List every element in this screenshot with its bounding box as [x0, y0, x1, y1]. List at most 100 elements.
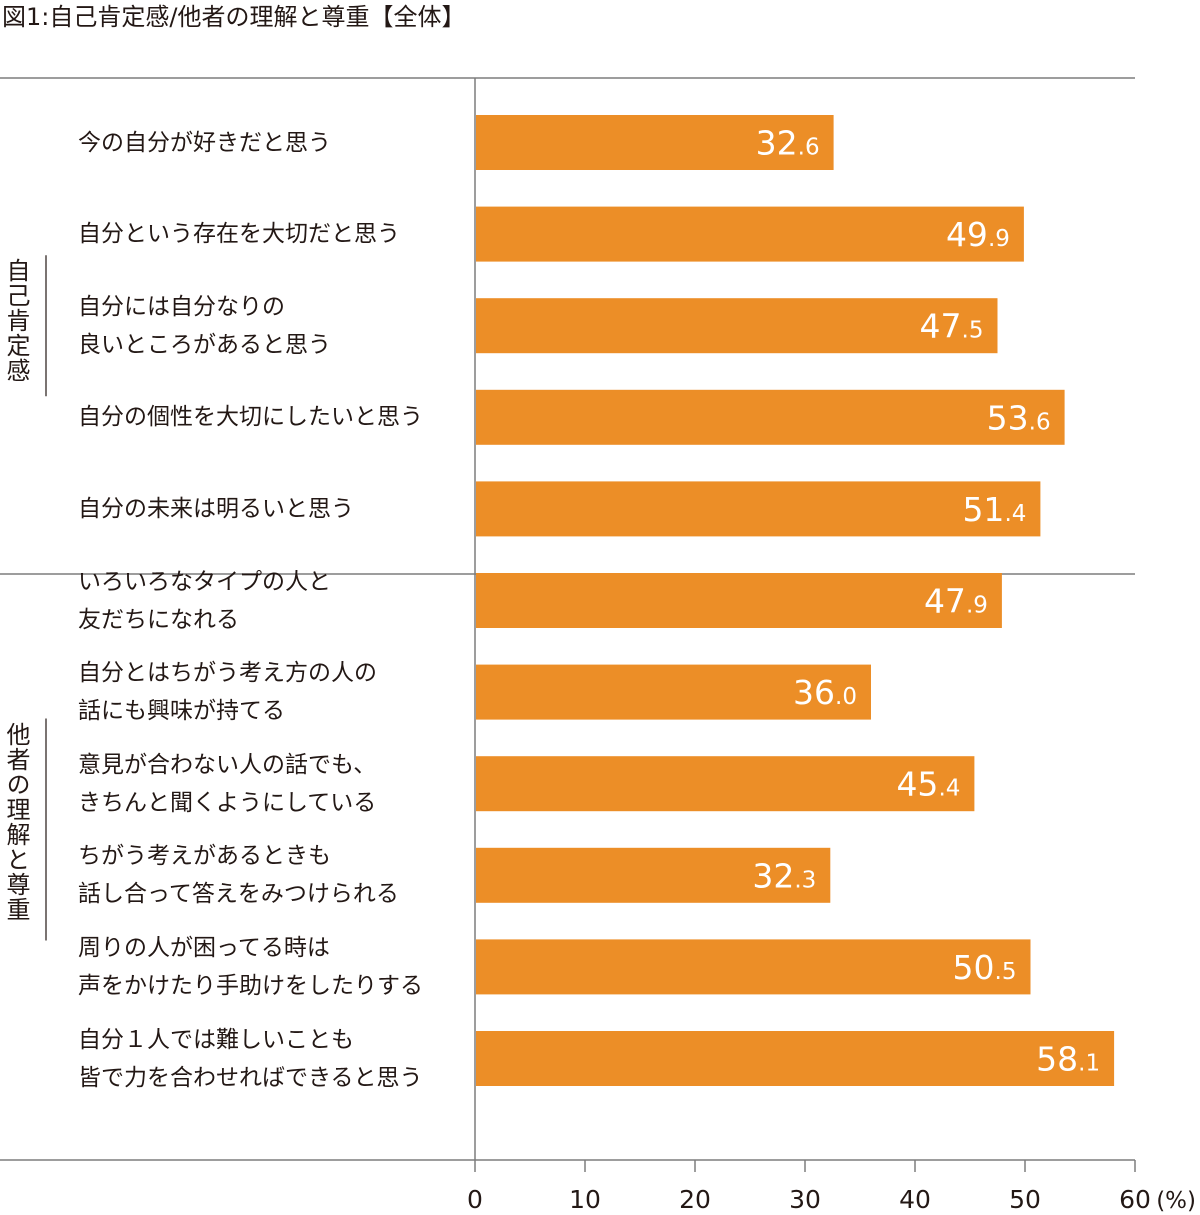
- bar-value-label: 58.1: [1036, 1040, 1100, 1079]
- bar-value-integer: 47: [920, 307, 962, 346]
- bars: 32.649.947.553.651.447.936.045.432.350.5…: [476, 115, 1115, 1086]
- bar: [476, 847, 831, 903]
- x-tick-label: 10: [569, 1185, 601, 1214]
- category-label-text: いろいろなタイプの人と 友だちになれる: [78, 563, 473, 639]
- category-label: 自分という存在を大切だと思う: [78, 215, 473, 253]
- bar-value-integer: 47: [924, 582, 966, 621]
- bar-value-label: 47.9: [924, 582, 988, 621]
- bar-value-decimal: .0: [835, 684, 857, 710]
- category-label: 今の自分が好きだと思う: [78, 124, 473, 162]
- group-label-text: 他者の理解と尊重: [2, 721, 30, 922]
- category-label-text: ちがう考えがあるときも話し合って答えをみつけられる: [78, 837, 473, 913]
- bar: [476, 1031, 1115, 1086]
- bar: [476, 115, 834, 170]
- bar-value-label: 49.9: [946, 215, 1010, 254]
- chart-title: 図1:自己肯定感/他者の理解と尊重【全体】: [2, 3, 466, 31]
- category-label-line: 自分の個性を大切にしたいと思う: [78, 404, 423, 431]
- bar: [476, 573, 1002, 628]
- category-label-line: 今の自分が好きだと思う: [78, 129, 331, 156]
- bar-value-decimal: .4: [1004, 501, 1026, 527]
- category-labels: 今の自分が好きだと思う自分という存在を大切だと思う自分には自分なりの良いところが…: [2, 124, 473, 1097]
- category-label-line: 自分１人では難しいことも: [78, 1026, 354, 1053]
- bar-value-integer: 51: [962, 490, 1004, 529]
- x-tick-label: 50: [1009, 1185, 1041, 1214]
- bar: [476, 481, 1041, 537]
- x-tick-label: 30: [789, 1185, 821, 1214]
- category-label: 意見が合わない人の話でも、きちんと聞くようにしている: [78, 746, 473, 822]
- bar-value-decimal: .4: [938, 776, 960, 802]
- bar-value-integer: 36: [793, 673, 835, 712]
- group-label: 他者の理解と尊重: [2, 721, 30, 922]
- bar-value-decimal: .6: [798, 135, 820, 161]
- bar: [476, 298, 998, 354]
- category-label-line: 声をかけたり手助けをしたりする: [78, 972, 423, 999]
- category-label: 自分の未来は明るいと思う: [78, 490, 473, 528]
- category-label: 自分の個性を大切にしたいと思う: [78, 398, 473, 436]
- bar-value-integer: 32: [752, 856, 794, 895]
- bar-value-integer: 32: [756, 124, 798, 163]
- category-label-line: 自分の未来は明るいと思う: [78, 495, 354, 522]
- bar-value-label: 51.4: [962, 490, 1026, 529]
- bar: [476, 389, 1065, 445]
- x-tick-label: 60: [1119, 1185, 1151, 1214]
- category-label-text: 自分１人では難しいことも皆で力を合わせればできると思う: [78, 1021, 473, 1097]
- category-label-text: 自分の個性を大切にしたいと思う: [78, 398, 473, 436]
- bar-value-decimal: .3: [794, 867, 816, 893]
- category-label-line: 話し合って答えをみつけられる: [78, 881, 399, 908]
- category-label-line: ちがう考えがあるときも: [78, 843, 331, 870]
- x-tick-label: 40: [899, 1185, 931, 1214]
- bar: [476, 664, 871, 720]
- category-label-text: 意見が合わない人の話でも、 きちんと聞くようにしている: [78, 746, 473, 822]
- category-label-line: 皆で力を合わせればできると思う: [78, 1064, 423, 1091]
- bar: [476, 756, 975, 812]
- category-label-text: 自分の未来は明るいと思う: [78, 490, 473, 528]
- bar-value-decimal: .9: [966, 593, 988, 619]
- x-tick-label: 0: [467, 1185, 483, 1214]
- bar-value-label: 32.6: [756, 124, 820, 163]
- bar-value-integer: 49: [946, 215, 988, 254]
- category-label-text: 今の自分が好きだと思う: [78, 124, 473, 162]
- category-label-line: 話にも興味が持てる: [78, 698, 285, 725]
- category-label-text: 自分とはちがう考え方の人の 話にも興味が持てる: [78, 654, 473, 730]
- category-label-line: きちんと聞くようにしている: [78, 789, 377, 816]
- group-label-text: 自己肯定感: [2, 258, 30, 384]
- bar-value-label: 53.6: [987, 398, 1051, 437]
- bar-value-label: 36.0: [793, 673, 857, 712]
- x-axis: 0 10 20 30 40 50 60 (%): [467, 1160, 1196, 1214]
- category-label-line: 意見が合わない人の話でも、: [78, 751, 377, 778]
- bar: [476, 206, 1024, 262]
- category-label-text: 自分には自分なりの良いところがあると思う: [78, 288, 473, 364]
- x-unit-label: (%): [1156, 1188, 1196, 1214]
- bar-value-integer: 45: [896, 765, 938, 804]
- bar-value-label: 32.3: [752, 856, 816, 895]
- category-label-line: 自分という存在を大切だと思う: [78, 221, 400, 248]
- category-label-line: 友だちになれる: [78, 606, 239, 633]
- category-label-line: 自分には自分なりの: [78, 293, 285, 320]
- bar-value-decimal: .5: [962, 318, 984, 344]
- bar-value-label: 47.5: [920, 307, 984, 346]
- bar-value-decimal: .9: [988, 226, 1010, 252]
- bar-value-integer: 58: [1036, 1040, 1078, 1079]
- bar-value-decimal: .5: [995, 959, 1017, 985]
- bar-value-label: 45.4: [896, 765, 960, 804]
- bar-value-decimal: .1: [1078, 1051, 1100, 1077]
- category-label-line: いろいろなタイプの人と: [78, 568, 331, 595]
- bar-value-integer: 53: [987, 398, 1029, 437]
- category-label-text: 周りの人が困ってる時は 声をかけたり手助けをしたりする: [78, 929, 473, 1005]
- category-label-text: 自分という存在を大切だと思う: [78, 215, 473, 253]
- bar-value-decimal: .6: [1029, 409, 1051, 435]
- bar: [476, 939, 1031, 995]
- category-label-line: 自分とはちがう考え方の人の: [78, 660, 377, 687]
- bar-value-integer: 50: [953, 948, 995, 987]
- x-tick-label: 20: [679, 1185, 711, 1214]
- category-label-line: 良いところがあると思う: [78, 331, 331, 358]
- group-label: 自己肯定感: [2, 258, 30, 384]
- bar-value-label: 50.5: [953, 948, 1017, 987]
